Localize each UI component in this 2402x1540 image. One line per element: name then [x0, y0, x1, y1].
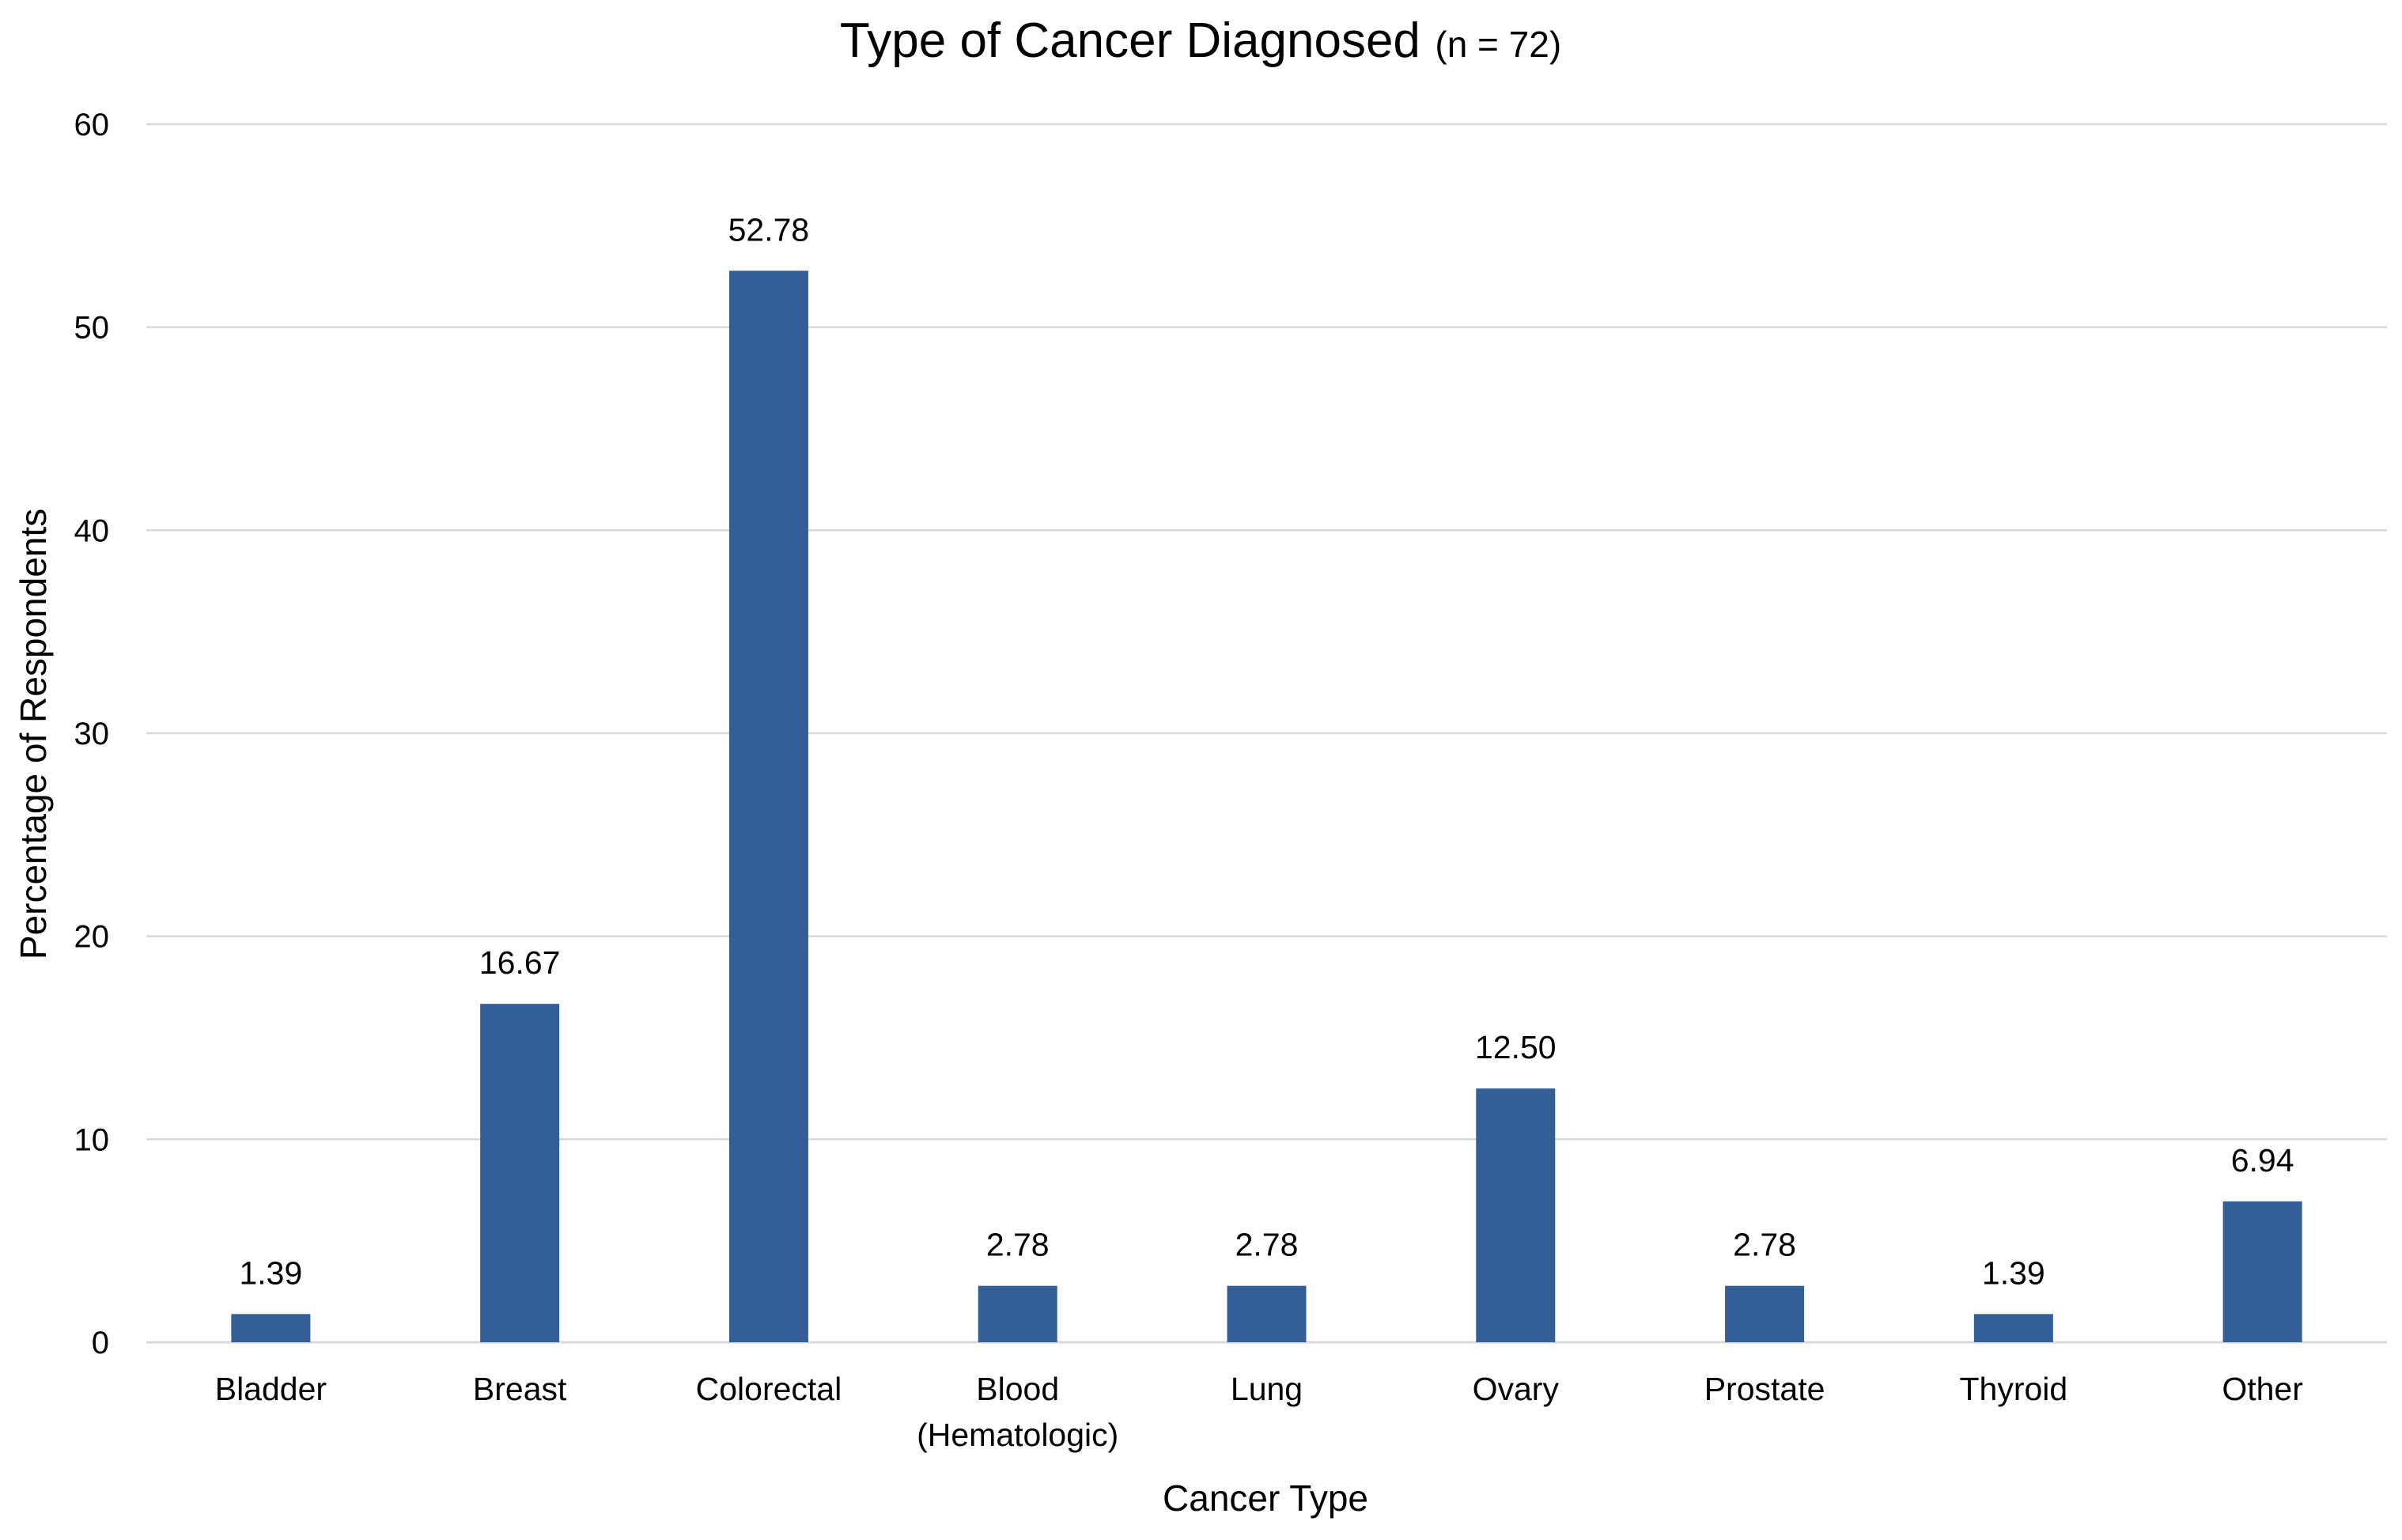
bar [1973, 1314, 2053, 1342]
x-tick-label: Thyroid [1959, 1371, 2067, 1407]
x-axis-categories: Bladder Breast Colorectal Blood (Hematologic… [215, 1371, 2303, 1453]
x-tick-label-line: (Hematologic) [917, 1417, 1118, 1453]
x-tick-label-line: Ovary [1473, 1371, 1560, 1407]
x-tick-label-line: Thyroid [1959, 1371, 2067, 1407]
x-tick-label-line: Blood [976, 1371, 1059, 1407]
x-tick-label: Colorectal [696, 1371, 842, 1407]
x-tick-label-line: Lung [1231, 1371, 1303, 1407]
x-tick-label-line: Prostate [1704, 1371, 1825, 1407]
bar [480, 1004, 560, 1342]
y-axis-title: Percentage of Respondents [13, 509, 54, 959]
bar [231, 1314, 311, 1342]
y-tick-label: 50 [74, 311, 110, 346]
x-tick-label: Prostate [1704, 1371, 1825, 1407]
bar [1476, 1088, 1556, 1342]
x-tick-label-line: Colorectal [696, 1371, 842, 1407]
bar [1227, 1285, 1307, 1342]
y-tick-label: 10 [74, 1122, 110, 1157]
x-tick-label: Lung [1231, 1371, 1303, 1407]
x-tick-label-line: Other [2222, 1371, 2303, 1407]
y-tick-label: 40 [74, 513, 110, 548]
data-label: 16.67 [479, 944, 561, 981]
data-label: 2.78 [1733, 1227, 1796, 1263]
chart-title-subtitle: (n = 72) [1435, 24, 1561, 65]
bar [2222, 1201, 2302, 1342]
data-labels: 1.39 16.67 52.78 2.78 2.78 12.50 2.78 1.39 6.94 [239, 211, 2294, 1291]
chart-title-main: Type of Cancer Diagnosed [840, 13, 1420, 68]
bar [978, 1285, 1057, 1342]
y-tick-label: 30 [74, 717, 110, 751]
data-label: 1.39 [239, 1254, 302, 1291]
y-axis-ticks: 0 10 20 30 40 50 60 [74, 108, 110, 1360]
data-label: 52.78 [728, 211, 810, 248]
data-label: 2.78 [986, 1227, 1050, 1263]
x-tick-label: Ovary [1473, 1371, 1560, 1407]
data-label: 12.50 [1475, 1029, 1557, 1065]
data-label: 1.39 [1982, 1254, 2045, 1291]
x-tick-label: Breast [473, 1371, 567, 1407]
bar [1725, 1285, 1805, 1342]
x-tick-label: Bladder [215, 1371, 327, 1407]
bar [728, 271, 808, 1342]
data-label: 2.78 [1235, 1227, 1299, 1263]
y-tick-label: 0 [92, 1326, 109, 1360]
chart-title: Type of Cancer Diagnosed (n = 72) [840, 13, 1561, 68]
x-axis-title: Cancer Type [1163, 1478, 1368, 1519]
bars [231, 271, 2302, 1342]
y-tick-label: 20 [74, 920, 110, 955]
x-tick-label: Other [2222, 1371, 2303, 1407]
y-tick-label: 60 [74, 108, 110, 142]
x-tick-label-line: Bladder [215, 1371, 327, 1407]
data-label: 6.94 [2231, 1142, 2294, 1179]
x-tick-label: Blood (Hematologic) [917, 1371, 1118, 1453]
x-tick-label-line: Breast [473, 1371, 567, 1407]
